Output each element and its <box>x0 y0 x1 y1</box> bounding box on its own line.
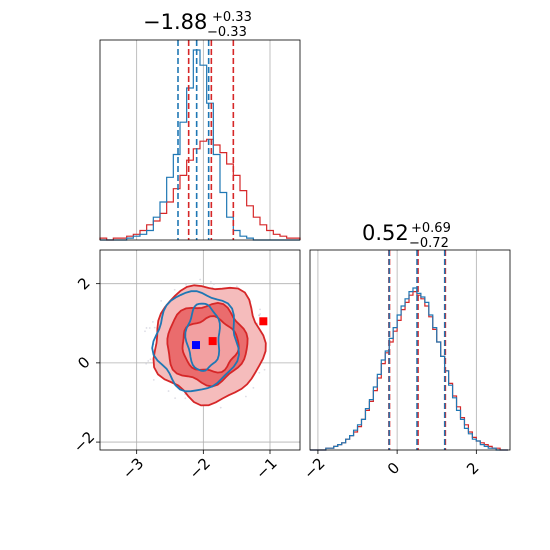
red-contour <box>181 315 240 374</box>
sample-point <box>149 358 152 361</box>
sample-point <box>145 327 148 329</box>
param1-title-minus: −0.33 <box>207 25 247 40</box>
y-tick-label: −2 <box>70 428 98 456</box>
sample-point <box>199 278 202 281</box>
blue-contour <box>184 302 221 372</box>
x-tick-label: 2 <box>463 459 482 478</box>
sample-point <box>258 371 261 374</box>
sample-point <box>147 360 150 362</box>
sample-point <box>185 283 187 286</box>
param2-histogram-panel: −2 0 2 <box>300 249 511 483</box>
sample-point <box>263 368 266 371</box>
red-histogram <box>310 291 509 451</box>
param2-title-minus: −0.72 <box>409 236 449 251</box>
red-contour <box>166 301 249 388</box>
sample-point <box>173 288 176 291</box>
red-contour <box>152 284 267 407</box>
axes-frame <box>99 39 301 241</box>
x-tick-label: −2 <box>186 454 214 482</box>
sample-point <box>219 406 222 409</box>
sample-point <box>245 395 247 398</box>
sample-point <box>258 314 261 317</box>
sample-point <box>210 281 212 283</box>
param2-title-plus: +0.69 <box>411 221 451 236</box>
marker <box>192 341 200 350</box>
titles: −1.88 +0.33 −0.33 0.52 +0.69 −0.72 <box>143 10 451 251</box>
y-tick-label: 0 <box>74 353 93 372</box>
sample-point <box>167 390 170 392</box>
marker <box>208 337 217 346</box>
sample-point <box>152 321 154 323</box>
plot-area <box>100 250 300 450</box>
sample-point <box>148 327 151 329</box>
sample-point <box>235 285 238 288</box>
sample-point <box>160 300 163 302</box>
blue-histogram <box>310 287 509 451</box>
axes-frame <box>309 249 511 451</box>
axes-frame <box>99 249 301 451</box>
sample-point <box>252 386 255 389</box>
x-tick-label: −1 <box>252 454 280 482</box>
param1-title-median: −1.88 <box>143 10 207 34</box>
joint-distribution-panel: −3 −2 −1 −2 0 2 <box>70 249 301 483</box>
sample-point <box>174 397 177 400</box>
y-tick-label: 2 <box>74 274 93 293</box>
x-tick-label: −3 <box>119 454 147 482</box>
sample-point <box>259 313 262 315</box>
x-tick-label: −2 <box>300 454 328 482</box>
sample-point <box>145 362 148 365</box>
param2-title-median: 0.52 <box>362 221 409 245</box>
sample-point <box>152 378 155 381</box>
x-tick-label: 0 <box>384 459 403 478</box>
sample-point <box>213 283 215 286</box>
param1-histogram-panel <box>99 39 301 241</box>
sample-point <box>153 326 156 329</box>
sample-point <box>144 330 146 333</box>
sample-point <box>259 308 261 311</box>
marker <box>259 317 268 326</box>
blue-contour <box>151 290 240 393</box>
blue-histogram <box>100 49 300 241</box>
sample-point <box>184 397 187 400</box>
param1-title-plus: +0.33 <box>212 10 252 25</box>
red-histogram <box>99 138 301 241</box>
